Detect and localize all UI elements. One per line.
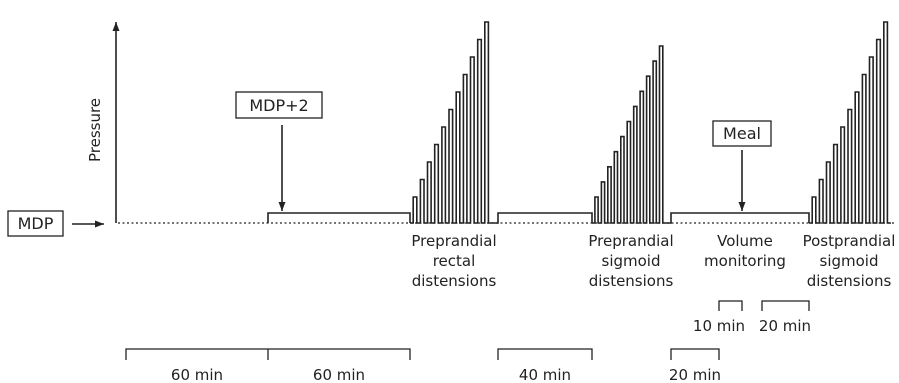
- trace-mdp-plus-2: [267, 212, 411, 223]
- meal-box-label: Meal: [723, 124, 761, 143]
- sigmoid-postprandial-distension-series: [809, 21, 891, 224]
- phase-sigmoid-pre-line-2: sigmoid: [602, 252, 661, 270]
- phase-sigmoid-pre-line-1: Preprandial: [588, 232, 673, 250]
- mdp-box: [7, 210, 64, 237]
- rectal-distension-series: [410, 21, 492, 224]
- sub-duration-10-min: 10 min: [693, 317, 745, 335]
- bracket-20-min: [761, 300, 810, 311]
- phase-sigmoid-post-line-1: Postprandial: [803, 232, 896, 250]
- timeline-bracket-20: [670, 348, 720, 360]
- duration-60-min-a: 60 min: [171, 366, 223, 383]
- phase-volume-line-2: monitoring: [704, 252, 786, 270]
- trace-plateau-2: [492, 212, 593, 224]
- phase-volume-line-1: Volume: [717, 232, 773, 250]
- timeline-bracket-40: [497, 348, 593, 360]
- meal-box: [712, 120, 772, 147]
- distension-staircase-trace: [592, 45, 666, 224]
- duration-60-min-b: 60 min: [313, 366, 365, 383]
- sub-duration-20-min: 20 min: [759, 317, 811, 335]
- sigmoid-preprandial-distension-series: [592, 45, 666, 224]
- duration-20-min: 20 min: [669, 366, 721, 383]
- phase-rectal-line-1: Preprandial: [411, 232, 496, 250]
- phase-rectal-line-3: distensions: [412, 272, 497, 290]
- distension-staircase-trace: [809, 21, 891, 224]
- phase-sigmoid-post-line-2: sigmoid: [820, 252, 879, 270]
- label-preprandial-sigmoid: Preprandial sigmoid distensions: [588, 232, 673, 290]
- trace-volume-monitoring: [666, 212, 810, 224]
- timeline-bracket-120: [125, 348, 411, 360]
- phase-sigmoid-post-line-3: distensions: [807, 272, 892, 290]
- phase-sigmoid-pre-line-3: distensions: [589, 272, 674, 290]
- distension-staircase-trace: [410, 21, 492, 224]
- mdp-plus-2-label: MDP+2: [249, 96, 308, 115]
- phase-rectal-line-2: rectal: [433, 252, 476, 270]
- mdp-box-label: MDP: [18, 214, 54, 233]
- mdp-plus-2-box: [235, 91, 323, 119]
- duration-40-min: 40 min: [519, 366, 571, 383]
- label-preprandial-rectal: Preprandial rectal distensions: [411, 232, 496, 290]
- pressure-axis-label: Pressure: [86, 98, 104, 162]
- bracket-10-min: [718, 300, 743, 311]
- label-postprandial-sigmoid: Postprandial sigmoid distensions: [803, 232, 896, 290]
- label-volume-monitoring: Volume monitoring: [704, 232, 786, 270]
